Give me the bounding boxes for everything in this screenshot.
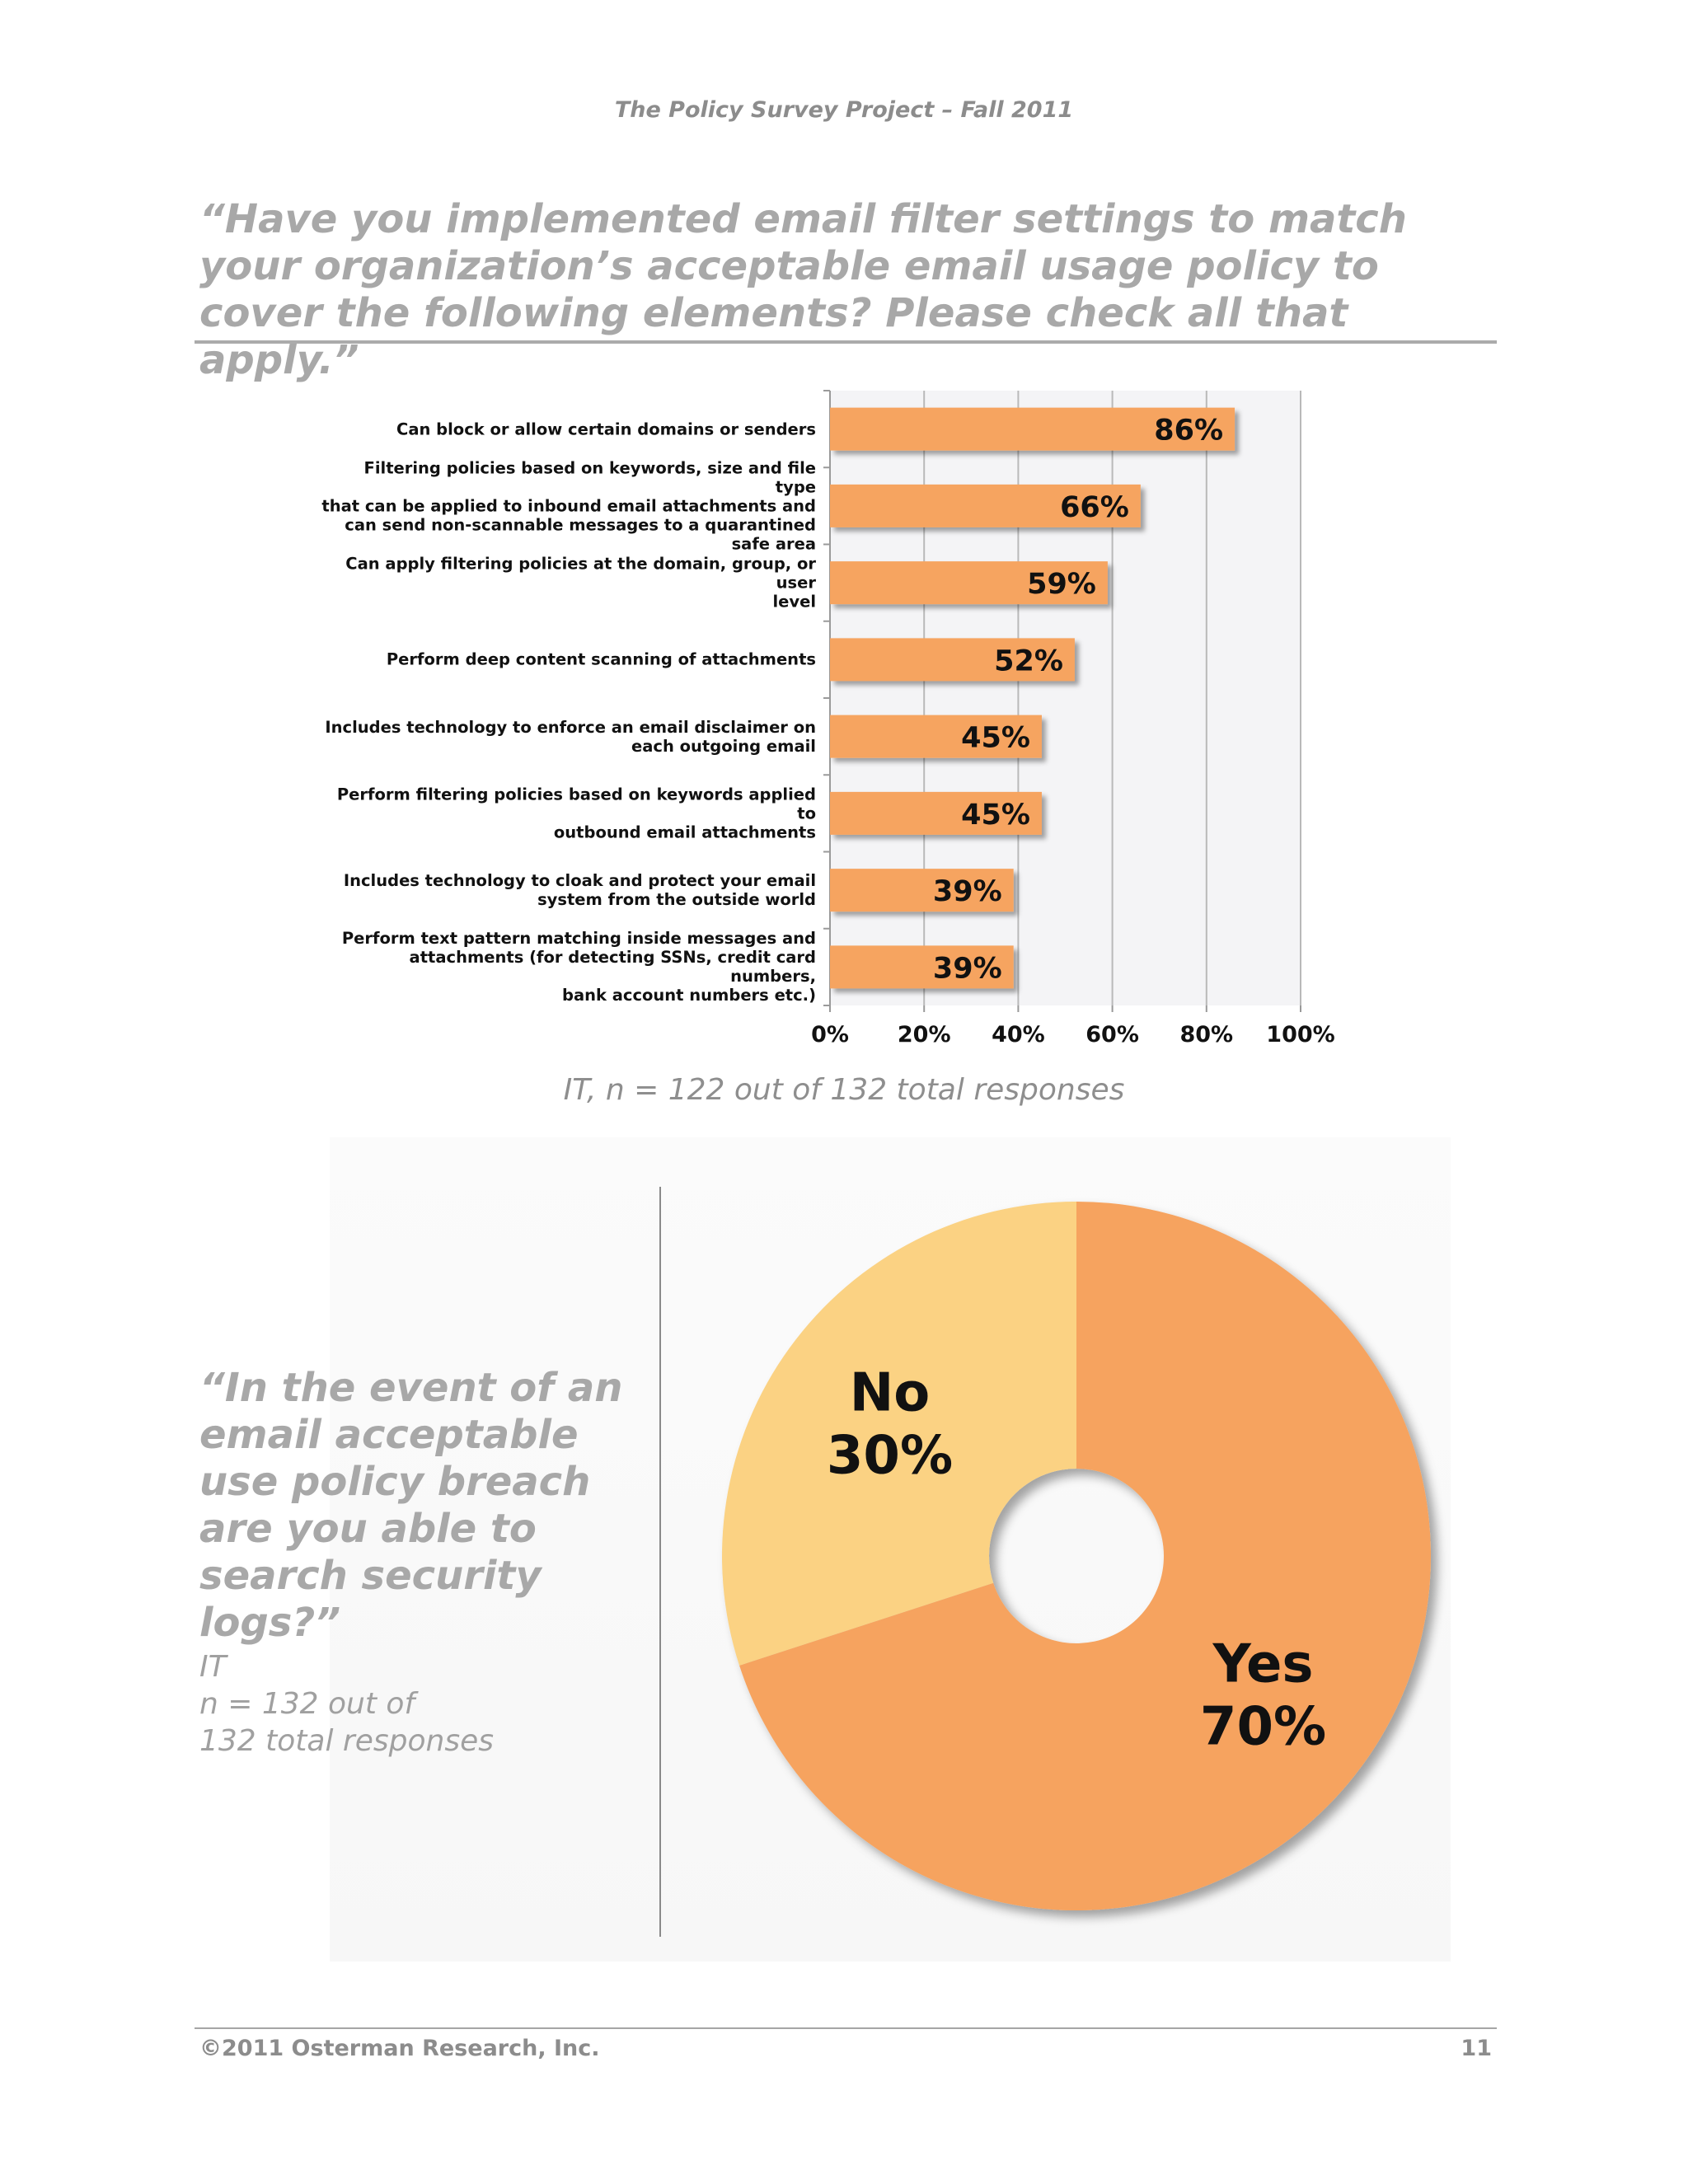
category-label-line: Perform filtering policies based on keyw… <box>336 785 816 823</box>
category-label: Perform deep content scanning of attachm… <box>321 650 816 669</box>
page-header: The Policy Survey Project – Fall 2011 <box>614 97 1074 123</box>
x-tick-label: 60% <box>1085 1022 1139 1047</box>
bar <box>830 484 1141 527</box>
bar <box>830 561 1108 605</box>
category-label-line: Perform deep content scanning of attachm… <box>386 649 816 669</box>
bar-data-label: 52% <box>994 644 1063 677</box>
x-tick-label: 0% <box>811 1022 849 1047</box>
category-label: Includes technology to enforce an email … <box>321 718 816 756</box>
note-line-2: n = 132 out of <box>199 1687 415 1721</box>
x-tick-label: 20% <box>898 1022 951 1047</box>
note-line-3: 132 total responses <box>199 1724 494 1758</box>
x-tick-label: 80% <box>1179 1022 1233 1047</box>
category-label-line: attachments (for detecting SSNs, credit … <box>409 948 816 987</box>
category-label-line: outbound email attachments <box>553 823 816 842</box>
category-label-line: Perform text pattern matching inside mes… <box>341 929 816 949</box>
category-label: Can apply filtering policies at the doma… <box>321 555 816 612</box>
category-label-line: system from the outside world <box>537 890 816 910</box>
title-divider <box>195 340 1497 344</box>
category-label: Perform text pattern matching inside mes… <box>321 929 816 1005</box>
bar-data-label: 59% <box>1027 568 1096 601</box>
category-label: Filtering policies based on keywords, si… <box>321 458 816 553</box>
category-label-line: bank account numbers etc.) <box>561 986 816 1005</box>
x-tick-label: 100% <box>1266 1022 1334 1047</box>
category-label-line: Can block or allow certain domains or se… <box>396 419 816 439</box>
category-label-line: Filtering policies based on keywords, si… <box>363 458 817 497</box>
x-tick-label: 40% <box>992 1022 1045 1047</box>
bar <box>830 715 1042 758</box>
note-line-1: IT <box>199 1650 227 1684</box>
bar <box>830 869 1014 912</box>
category-label: Includes technology to cloak and protect… <box>321 871 816 909</box>
category-label-line: Includes technology to enforce an email … <box>325 717 816 737</box>
bar <box>830 407 1236 451</box>
bar <box>830 638 1075 682</box>
bar <box>830 791 1042 835</box>
category-label-line: Includes technology to cloak and protect… <box>343 871 816 891</box>
plot-area <box>830 391 1301 1005</box>
bar-data-label: 45% <box>961 799 1030 832</box>
survey-question-1: “Have you implemented email filter setti… <box>199 196 1407 383</box>
bar-data-label: 45% <box>961 722 1030 755</box>
bar-data-label: 39% <box>933 875 1002 908</box>
footer-copyright: ©2011 Osterman Research, Inc. <box>199 2036 600 2061</box>
category-label-line: that can be applied to inbound email att… <box>321 496 816 516</box>
vertical-divider <box>659 1187 661 1937</box>
bar-data-label: 66% <box>1060 491 1129 524</box>
bar-chart: 0% 20% 40% 60% 80% 100% 86% 66% 59% 52% 45% 45% 39% 3… <box>811 390 1335 1047</box>
category-label-line: can send non-scannable messages to a qua… <box>345 515 816 535</box>
page-number: 11 <box>1461 2036 1492 2061</box>
footer-divider <box>195 2027 1497 2029</box>
category-label-line: level <box>772 592 816 612</box>
sample-size-note-1: IT, n = 122 out of 132 total responses <box>563 1073 1125 1107</box>
bar-data-label: 39% <box>933 952 1002 985</box>
sample-size-note-2: IT n = 132 out of 132 total responses <box>199 1648 645 1760</box>
category-label: Perform filtering policies based on keyw… <box>321 785 816 841</box>
category-label-line: safe area <box>731 534 816 554</box>
category-label: Can block or allow certain domains or se… <box>321 419 816 438</box>
category-label-line: Can apply filtering policies at the doma… <box>345 554 816 593</box>
bar <box>830 945 1014 989</box>
category-label-line: each outgoing email <box>631 736 816 756</box>
survey-question-2: “In the event of an email acceptable use… <box>199 1365 623 1646</box>
bar-data-label: 86% <box>1154 415 1223 448</box>
